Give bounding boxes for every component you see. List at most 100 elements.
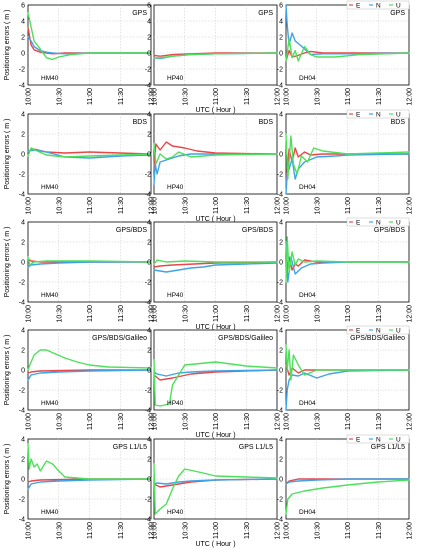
x-tick-label: 11:00 bbox=[345, 197, 352, 214]
x-axis-title: UTC ( Hour ) bbox=[195, 432, 235, 439]
y-tick-label: 4 bbox=[279, 219, 283, 226]
x-tick-label: 10:00 bbox=[26, 88, 33, 106]
x-axis-title: UTC ( Hour ) bbox=[195, 216, 235, 223]
y-tick-label: 4 bbox=[21, 18, 25, 25]
x-tick-label: 12:00 bbox=[407, 522, 414, 540]
x-tick-label: 11:00 bbox=[87, 88, 94, 105]
series-line-e bbox=[153, 369, 278, 381]
y-tick-label: 0 bbox=[21, 50, 25, 57]
x-tick-label: 10:30 bbox=[56, 522, 63, 540]
series-line-n bbox=[27, 261, 152, 268]
x-tick-label: 10:30 bbox=[56, 88, 63, 106]
y-tick-label: 0 bbox=[279, 476, 283, 483]
legend-label: U bbox=[396, 111, 401, 118]
legend-box bbox=[346, 325, 410, 335]
x-tick-label: 11:00 bbox=[213, 413, 220, 430]
y-tick-label: -4 bbox=[277, 191, 283, 198]
system-label: GPS/BDS bbox=[116, 227, 147, 234]
station-label: HP40 bbox=[167, 400, 184, 407]
legend-label: U bbox=[396, 436, 401, 443]
x-tick-label: 10:30 bbox=[314, 522, 321, 540]
y-tick-label: 0 bbox=[147, 151, 151, 158]
series-line-n bbox=[153, 369, 278, 377]
x-tick-label: 11:30 bbox=[244, 413, 251, 430]
x-tick-label: 10:00 bbox=[26, 197, 33, 215]
system-label: GPS bbox=[258, 10, 273, 17]
x-tick-label: 11:30 bbox=[376, 88, 383, 105]
x-tick-label: 11:00 bbox=[345, 88, 352, 105]
x-tick-label: 11:00 bbox=[213, 88, 220, 105]
y-tick-label: 2 bbox=[147, 347, 151, 354]
x-tick-label: 10:00 bbox=[26, 413, 33, 431]
chart-panel-3: -4 -2 0 2 4 6 10:00 10:30 11:00 11:30 12:00 GPS DH04… bbox=[277, 0, 414, 106]
legend-label: N bbox=[376, 436, 381, 443]
legend-label: E bbox=[356, 2, 361, 9]
y-tick-label: -2 bbox=[277, 387, 283, 394]
y-tick-label: -4 bbox=[145, 191, 151, 198]
x-tick-label: 11:00 bbox=[345, 305, 352, 322]
x-tick-label: 11:30 bbox=[244, 197, 251, 214]
series-line-u bbox=[27, 12, 152, 61]
y-tick-label: -2 bbox=[277, 279, 283, 286]
y-tick-label: 2 bbox=[279, 131, 283, 138]
system-label: GPS L1/L5 bbox=[239, 444, 273, 451]
chart-panel-11: -4 -2 0 2 4 10:00 10:30 11:00 11:30 12:00 GPS/BDS/… bbox=[145, 327, 282, 439]
x-tick-label: 10:00 bbox=[152, 522, 159, 540]
y-tick-label: -4 bbox=[145, 82, 151, 89]
y-tick-label: 4 bbox=[147, 327, 151, 334]
legend-label: U bbox=[396, 2, 401, 9]
y-tick-label: -4 bbox=[277, 516, 283, 523]
x-tick-label: 12:00 bbox=[149, 413, 156, 431]
series-line-n bbox=[27, 369, 152, 381]
x-tick-label: 10:00 bbox=[26, 305, 33, 323]
series-line-u bbox=[27, 256, 152, 266]
y-tick-label: 4 bbox=[147, 111, 151, 118]
x-tick-label: 12:00 bbox=[149, 88, 156, 106]
series-line-n bbox=[27, 478, 152, 490]
station-label: DH04 bbox=[299, 75, 316, 82]
legend-box bbox=[346, 109, 410, 119]
series-line-u bbox=[285, 236, 410, 283]
x-tick-label: 11:30 bbox=[118, 413, 125, 430]
y-tick-label: 4 bbox=[21, 111, 25, 118]
legend-label: E bbox=[356, 111, 361, 118]
y-tick-label: 6 bbox=[279, 2, 283, 9]
y-tick-label: 0 bbox=[279, 259, 283, 266]
chart-panel-9: -4 -2 0 2 4 10:00 10:30 11:00 11:30 12:00 GPS/BDS D… bbox=[277, 217, 414, 323]
y-tick-label: 2 bbox=[279, 456, 283, 463]
y-tick-label: 2 bbox=[279, 34, 283, 41]
y-tick-label: 2 bbox=[147, 456, 151, 463]
x-tick-label: 10:30 bbox=[314, 413, 321, 431]
x-tick-label: 12:00 bbox=[407, 413, 414, 431]
y-tick-label: 0 bbox=[147, 476, 151, 483]
series-line-n bbox=[153, 153, 278, 185]
x-tick-label: 11:30 bbox=[244, 522, 251, 539]
y-tick-label: 2 bbox=[21, 347, 25, 354]
series-line-u bbox=[27, 147, 152, 158]
x-tick-label: 11:30 bbox=[118, 522, 125, 539]
y-tick-label: 4 bbox=[279, 111, 283, 118]
system-label: GPS bbox=[132, 10, 147, 17]
chart-panel-10: -4 -2 0 2 4 10:00 10:30 11:00 11:30 12:00 GPS/BDS/… bbox=[4, 327, 156, 430]
y-tick-label: -4 bbox=[145, 299, 151, 306]
chart-panel-13: -4 -2 0 2 4 10:00 10:30 11:00 11:30 12:00 GPS L1/L… bbox=[4, 436, 156, 539]
chart-panel-14: -4 -2 0 2 4 10:00 10:30 11:00 11:30 12:00 GPS L1/L… bbox=[145, 436, 282, 548]
series-line-u bbox=[153, 259, 278, 265]
y-tick-label: 0 bbox=[147, 367, 151, 374]
system-label: GPS/BDS/Galileo bbox=[92, 335, 147, 342]
x-axis-title: UTC ( Hour ) bbox=[195, 324, 235, 331]
x-tick-label: 11:00 bbox=[345, 522, 352, 539]
legend-box bbox=[346, 434, 410, 444]
series-line-n bbox=[285, 478, 410, 485]
y-tick-label: 4 bbox=[21, 327, 25, 334]
station-label: DH04 bbox=[299, 400, 316, 407]
station-label: DH04 bbox=[299, 509, 316, 516]
y-tick-label: 2 bbox=[21, 239, 25, 246]
y-tick-label: -2 bbox=[19, 171, 25, 178]
x-tick-label: 10:30 bbox=[314, 88, 321, 106]
station-label: HP40 bbox=[167, 509, 184, 516]
x-tick-label: 10:30 bbox=[56, 305, 63, 323]
chart-panel-7: -4 -2 0 2 4 10:00 10:30 11:00 11:30 12:00 GPS/BDS H… bbox=[4, 219, 156, 322]
